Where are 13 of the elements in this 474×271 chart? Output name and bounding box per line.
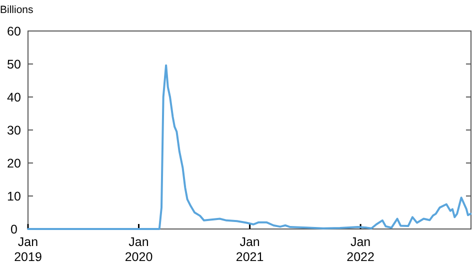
line-series: [27, 64, 472, 230]
y-axis-title: Billions: [0, 4, 34, 16]
x-tick-label: Jan 2022: [346, 235, 375, 264]
y-tick-label: 60: [7, 24, 21, 38]
y-tick-label: 50: [7, 57, 21, 72]
x-tick-label: Jan 2019: [14, 235, 42, 264]
y-tick-label: 40: [7, 90, 21, 104]
y-tick-label: 10: [7, 189, 21, 204]
x-tick-label: Jan 2021: [236, 235, 264, 264]
y-tick-label: 30: [7, 123, 21, 138]
y-tick-label: 0: [10, 222, 18, 236]
y-tick-label: 20: [7, 156, 21, 170]
x-tick-label: Jan 2020: [124, 235, 153, 264]
